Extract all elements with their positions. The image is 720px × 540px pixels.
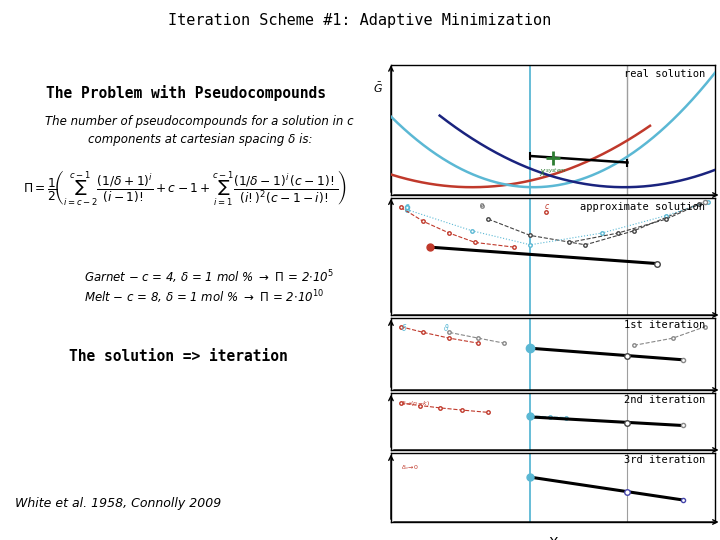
Text: $\delta_o\!\rightarrow\!0$: $\delta_o\!\rightarrow\!0$: [401, 463, 418, 472]
Text: 1st iteration: 1st iteration: [624, 320, 706, 330]
Text: $\delta$: $\delta$: [404, 201, 410, 213]
Text: 2nd iteration: 2nd iteration: [624, 395, 706, 404]
Text: o: o: [480, 201, 484, 207]
Text: $\delta\!\rightarrow\!(n\!-\!k)$: $\delta\!\rightarrow\!(n\!-\!k)$: [401, 399, 430, 408]
Text: real solution: real solution: [624, 69, 706, 79]
Text: $X^{system}$: $X^{system}$: [539, 167, 567, 179]
Text: $\Pi = \dfrac{1}{2}\!\left(\sum_{i=c-2}^{c-1} \dfrac{(1/\delta+1)^i}{(i-1)!} + c: $\Pi = \dfrac{1}{2}\!\left(\sum_{i=c-2}^…: [22, 168, 347, 207]
Text: Iteration Scheme #1: Adaptive Minimization: Iteration Scheme #1: Adaptive Minimizati…: [168, 14, 552, 29]
Text: Garnet $-$ c = 4, $\delta$ = 1 mol % $\rightarrow$ $\Pi$ = 2$\cdot$10$^5$: Garnet $-$ c = 4, $\delta$ = 1 mol % $\r…: [84, 268, 334, 286]
Text: components at cartesian spacing δ is:: components at cartesian spacing δ is:: [88, 133, 312, 146]
Text: approximate solution: approximate solution: [580, 201, 706, 212]
Text: The number of pseudocompounds for a solution in c: The number of pseudocompounds for a solu…: [45, 115, 354, 129]
Text: The Problem with Pseudocompounds: The Problem with Pseudocompounds: [46, 85, 325, 101]
Text: X: X: [548, 536, 558, 540]
Text: $\bar{G}$: $\bar{G}$: [373, 80, 383, 95]
Text: c: c: [544, 201, 549, 211]
Text: Melt $-$ c = 8, $\delta$ = 1 mol % $\rightarrow$ $\Pi$ = 2$\cdot$10$^{10}$: Melt $-$ c = 8, $\delta$ = 1 mol % $\rig…: [84, 288, 324, 306]
Text: 3rd iteration: 3rd iteration: [624, 455, 706, 465]
Text: $\delta$: $\delta$: [401, 322, 407, 333]
Text: The solution => iteration: The solution => iteration: [69, 349, 287, 364]
Text: White et al. 1958, Connolly 2009: White et al. 1958, Connolly 2009: [15, 497, 221, 510]
Text: $\vartheta$: $\vartheta$: [443, 322, 449, 333]
